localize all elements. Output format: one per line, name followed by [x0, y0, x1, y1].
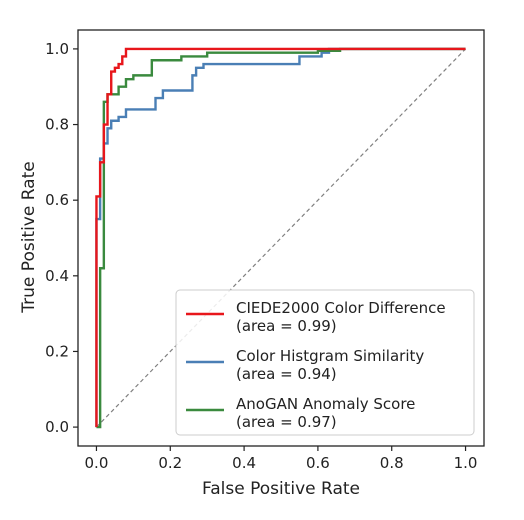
- legend-label-anogan: AnoGAN Anomaly Score: [236, 395, 415, 413]
- y-tick-label: 0.0: [45, 418, 69, 436]
- x-tick-label: 1.0: [454, 454, 478, 472]
- legend-label-histogram: Color Histgram Similarity: [236, 347, 424, 365]
- x-tick-label: 0.2: [158, 454, 182, 472]
- legend-area-anogan: (area = 0.97): [236, 413, 337, 431]
- series-layer: [95, 47, 466, 429]
- y-tick-label: 0.8: [45, 116, 69, 134]
- x-axis-label: False Positive Rate: [202, 479, 360, 499]
- series-line-ciede2000: [95, 47, 466, 428]
- y-tick-label: 0.2: [45, 342, 69, 360]
- x-tick-label: 0.0: [85, 454, 109, 472]
- ticks-layer: 0.0 0.2 0.4 0.6 0.8 1.0 0.0 0.2 0.4 0.6 0.8 1.0: [45, 40, 477, 472]
- y-axis-label: True Positive Rate: [19, 161, 39, 313]
- y-tick-label: 1.0: [45, 40, 69, 58]
- x-tick-label: 0.4: [232, 454, 256, 472]
- legend: CIEDE2000 Color Difference (area = 0.99)…: [175, 289, 475, 436]
- x-tick-label: 0.6: [306, 454, 330, 472]
- legend-area-ciede2000: (area = 0.99): [236, 317, 337, 335]
- y-tick-label: 0.4: [45, 267, 69, 285]
- legend-area-histogram: (area = 0.94): [236, 365, 337, 383]
- x-tick-label: 0.8: [380, 454, 404, 472]
- y-tick-label: 0.6: [45, 191, 69, 209]
- legend-box: [175, 289, 475, 436]
- legend-label-ciede2000: CIEDE2000 Color Difference: [236, 299, 446, 317]
